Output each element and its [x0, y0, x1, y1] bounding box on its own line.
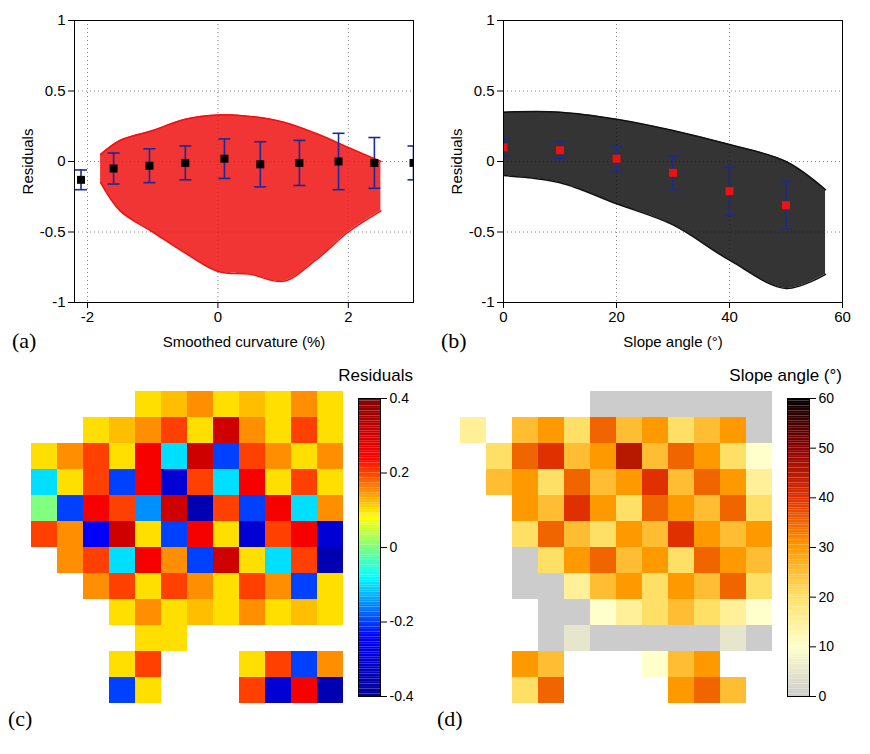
svg-text:20: 20 — [608, 308, 625, 325]
svg-text:0: 0 — [486, 152, 494, 169]
svg-text:0: 0 — [390, 539, 398, 555]
svg-text:60: 60 — [834, 308, 851, 325]
svg-text:0.4: 0.4 — [390, 390, 410, 406]
svg-text:10: 10 — [819, 638, 835, 654]
html-text:(d): (d) — [437, 706, 463, 731]
svg-text:-0.4: -0.4 — [390, 688, 414, 704]
svg-text:-2: -2 — [81, 308, 94, 325]
svg-text:0: 0 — [819, 688, 827, 704]
html-text:(c): (c) — [8, 706, 33, 731]
svg-text:Residuals: Residuals — [448, 129, 465, 195]
svg-text:50: 50 — [819, 440, 835, 456]
svg-text:-0.2: -0.2 — [390, 613, 414, 629]
svg-text:1: 1 — [486, 11, 494, 28]
html-text:(b): (b) — [441, 328, 467, 353]
svg-text:1: 1 — [57, 11, 65, 28]
svg-text:40: 40 — [819, 489, 835, 505]
html-text:(a): (a) — [12, 328, 37, 353]
svg-text:0.5: 0.5 — [45, 82, 66, 99]
svg-text:0: 0 — [499, 308, 507, 325]
svg-text:Residuals: Residuals — [19, 129, 36, 195]
svg-text:-0.5: -0.5 — [469, 223, 495, 240]
svg-text:0.5: 0.5 — [474, 82, 495, 99]
svg-text:0: 0 — [214, 308, 222, 325]
svg-text:Smoothed curvature (%): Smoothed curvature (%) — [163, 333, 326, 350]
html-text:Slope angle (°): Slope angle (°) — [729, 366, 842, 385]
svg-text:-0.5: -0.5 — [40, 223, 66, 240]
html-text:Residuals: Residuals — [338, 366, 413, 385]
svg-text:20: 20 — [819, 589, 835, 605]
svg-text:60: 60 — [819, 390, 835, 406]
svg-text:0.2: 0.2 — [390, 464, 410, 480]
svg-text:2: 2 — [344, 308, 352, 325]
svg-text:40: 40 — [721, 308, 738, 325]
svg-text:-1: -1 — [481, 293, 494, 310]
svg-text:Slope angle (°): Slope angle (°) — [623, 333, 722, 350]
svg-text:30: 30 — [819, 539, 835, 555]
svg-text:0: 0 — [57, 152, 65, 169]
svg-text:-1: -1 — [52, 293, 65, 310]
